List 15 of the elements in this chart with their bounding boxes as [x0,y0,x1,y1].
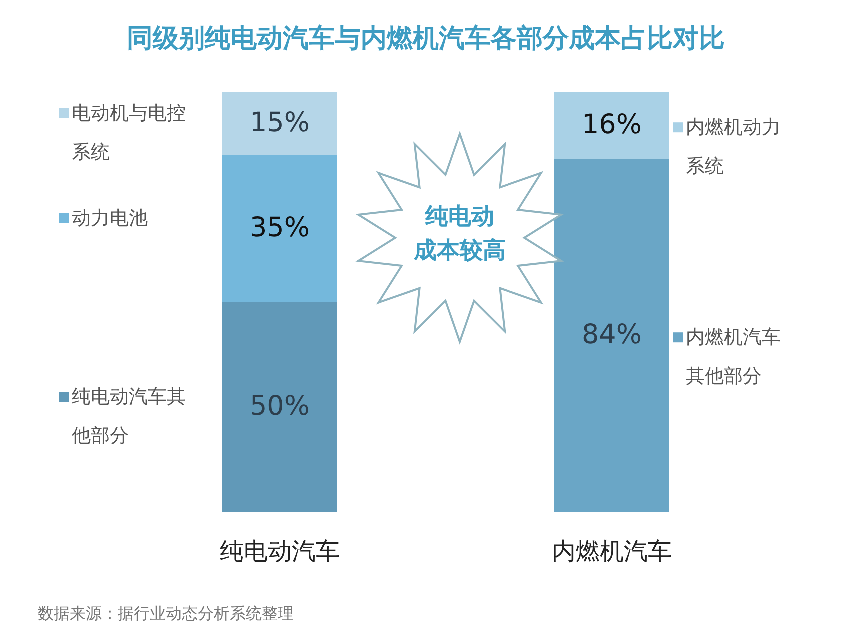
legend-label: 内燃机汽车其他部分 [686,326,781,388]
x-tick-label: 内燃机汽车 [552,538,672,566]
data-label: 84% [582,320,642,351]
data-label: 50% [250,391,310,422]
legend-label: 纯电动汽车其他部分 [72,386,186,447]
data-label: 35% [250,212,310,244]
legend-label: 动力电池 [72,208,148,230]
annotation: 纯电动成本较高 [412,203,507,266]
x-tick-label: 纯电动汽车 [220,538,340,566]
data-label: 16% [582,110,642,141]
legend-label: 电动机与电控系统 [72,102,186,164]
source-note: 数据来源：据行业动态分析系统整理 [38,604,294,625]
data-label: 15% [250,108,310,138]
chart-title: 同级别纯电动汽车与内燃机汽车各部分成本占比对比 [127,24,725,54]
legend-label: 内燃机动力系统 [686,116,781,178]
